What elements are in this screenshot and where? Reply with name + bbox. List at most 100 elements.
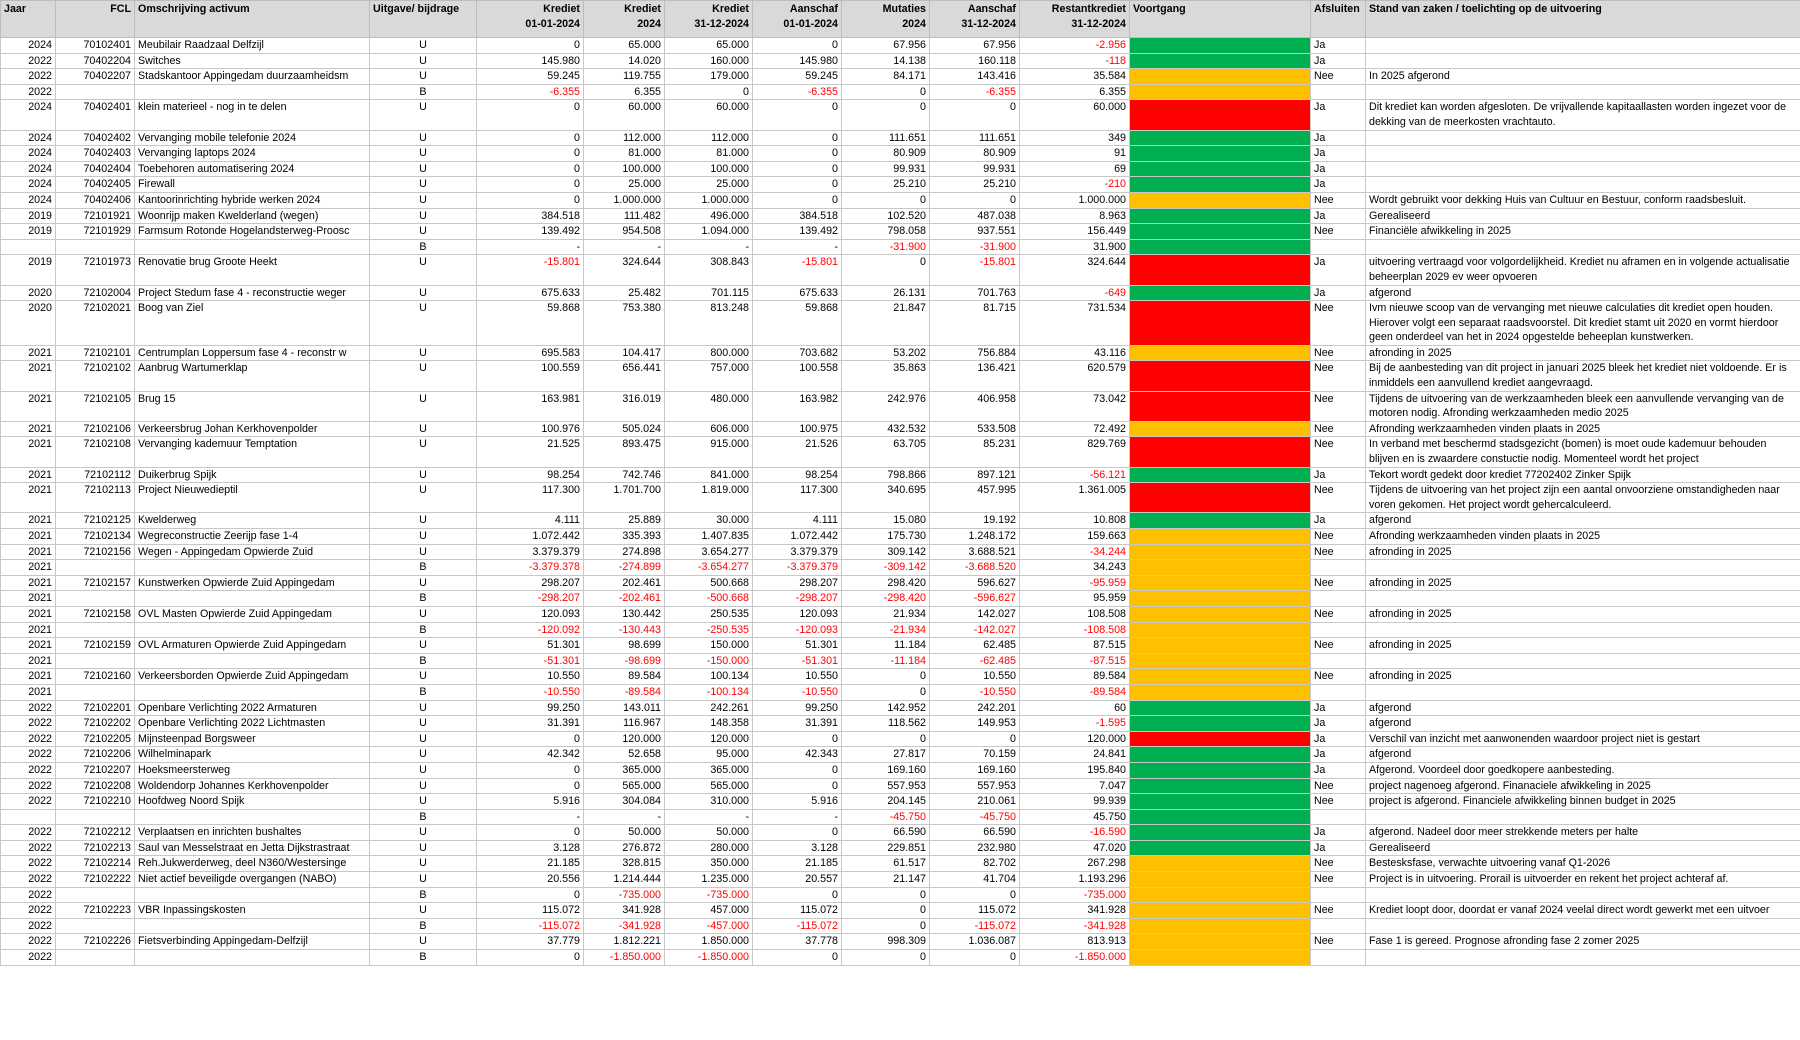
cell-aanschaf-begin[interactable]: - [752,808,842,826]
cell-fcl[interactable]: 70402405 [55,176,135,193]
cell-stand-van-zaken[interactable]: afgerond. Nadeel door meer strekkende me… [1365,824,1800,841]
cell-mutaties-2024[interactable]: 11.184 [841,637,930,654]
cell-uitgave-bijdrage[interactable]: B [369,917,477,935]
cell-aanschaf-eind[interactable]: 0 [929,949,1020,966]
cell-uitgave-bijdrage[interactable]: U [369,344,477,362]
cell-uitgave-bijdrage[interactable]: U [369,777,477,795]
cell-krediet-2024[interactable]: 1.000.000 [583,191,665,209]
cell-krediet-2024[interactable]: 25.482 [583,284,665,302]
cell-uitgave-bijdrage[interactable]: U [369,871,477,888]
cell-afsluiten[interactable]: Ja [1310,839,1366,857]
cell-uitgave-bijdrage[interactable]: U [369,746,477,763]
cell-uitgave-bijdrage[interactable]: U [369,855,477,873]
cell-krediet-begin[interactable]: -3.379.378 [476,559,584,576]
progress-status-green[interactable] [1129,777,1311,795]
cell-aanschaf-eind[interactable]: 66.590 [929,824,1020,841]
progress-status-green[interactable] [1129,145,1311,162]
cell-fcl[interactable]: 72102113 [55,482,135,514]
cell-jaar[interactable]: 2022 [0,902,56,919]
cell-jaar[interactable]: 2021 [0,528,56,545]
cell-aanschaf-eind[interactable]: 557.953 [929,777,1020,795]
cell-aanschaf-begin[interactable]: 10.550 [752,668,842,685]
cell-omschrijving[interactable]: Reh.Jukwerderweg, deel N360/Westersinge [134,855,370,873]
cell-krediet-eind[interactable]: 496.000 [664,207,753,225]
cell-omschrijving[interactable]: Stadskantoor Appingedam duurzaamheidsm [134,68,370,85]
cell-jaar[interactable]: 2022 [0,52,56,70]
cell-uitgave-bijdrage[interactable]: U [369,730,477,748]
cell-afsluiten[interactable]: Nee [1310,543,1366,561]
cell-uitgave-bijdrage[interactable]: U [369,300,477,346]
cell-mutaties-2024[interactable]: 298.420 [841,574,930,592]
cell-krediet-2024[interactable]: 112.000 [583,129,665,147]
cell-aanschaf-eind[interactable]: 70.159 [929,746,1020,763]
cell-jaar[interactable]: 2024 [0,160,56,178]
cell-fcl[interactable]: 72102021 [55,300,135,346]
cell-stand-van-zaken[interactable]: Tijdens de uitvoering van de werkzaamhed… [1365,390,1800,422]
progress-status-red[interactable] [1129,254,1311,286]
progress-status-green[interactable] [1129,824,1311,841]
cell-restantkrediet[interactable]: 45.750 [1019,808,1130,826]
cell-stand-van-zaken[interactable]: afgerond [1365,715,1800,732]
cell-krediet-2024[interactable]: 365.000 [583,761,665,779]
cell-krediet-2024[interactable]: 1.812.221 [583,933,665,951]
cell-stand-van-zaken[interactable]: afronding in 2025 [1365,668,1800,685]
cell-mutaties-2024[interactable]: 798.866 [841,466,930,484]
cell-mutaties-2024[interactable]: 102.520 [841,207,930,225]
cell-krediet-eind[interactable]: 457.000 [664,902,753,919]
cell-stand-van-zaken[interactable] [1365,559,1800,576]
cell-omschrijving[interactable]: VBR Inpassingskosten [134,902,370,919]
cell-krediet-eind[interactable]: 350.000 [664,855,753,873]
cell-mutaties-2024[interactable]: 99.931 [841,160,930,178]
cell-afsluiten[interactable] [1310,83,1366,101]
cell-omschrijving[interactable]: Renovatie brug Groote Heekt [134,254,370,286]
progress-status-orange[interactable] [1129,902,1311,919]
cell-jaar[interactable]: 2022 [0,886,56,904]
progress-status-orange[interactable] [1129,605,1311,623]
cell-restantkrediet[interactable]: 1.000.000 [1019,191,1130,209]
progress-status-red[interactable] [1129,730,1311,748]
cell-afsluiten[interactable]: Nee [1310,300,1366,346]
progress-status-red[interactable] [1129,436,1311,468]
cell-aanschaf-begin[interactable]: 20.557 [752,871,842,888]
cell-jaar[interactable] [0,808,56,826]
cell-fcl[interactable]: 72102101 [55,344,135,362]
cell-krediet-eind[interactable]: 606.000 [664,420,753,438]
cell-aanschaf-begin[interactable]: 0 [752,176,842,193]
cell-restantkrediet[interactable]: -735.000 [1019,886,1130,904]
cell-aanschaf-eind[interactable]: -3.688.520 [929,559,1020,576]
header-restantkrediet[interactable]: Restantkrediet 31-12-2024 [1019,0,1130,38]
cell-afsluiten[interactable]: Nee [1310,68,1366,85]
cell-jaar[interactable]: 2022 [0,824,56,841]
cell-restantkrediet[interactable]: 89.584 [1019,668,1130,685]
cell-stand-van-zaken[interactable] [1365,129,1800,147]
cell-jaar[interactable]: 2022 [0,746,56,763]
cell-krediet-begin[interactable]: 21.185 [476,855,584,873]
cell-aanschaf-eind[interactable]: 210.061 [929,793,1020,810]
cell-krediet-eind[interactable]: 148.358 [664,715,753,732]
cell-aanschaf-eind[interactable]: 406.958 [929,390,1020,422]
cell-restantkrediet[interactable]: -87.515 [1019,652,1130,670]
cell-afsluiten[interactable]: Nee [1310,668,1366,685]
cell-uitgave-bijdrage[interactable]: U [369,512,477,530]
cell-jaar[interactable]: 2022 [0,793,56,810]
cell-aanschaf-begin[interactable]: 5.916 [752,793,842,810]
cell-krediet-begin[interactable]: 51.301 [476,637,584,654]
cell-restantkrediet[interactable]: 47.020 [1019,839,1130,857]
cell-restantkrediet[interactable]: -16.590 [1019,824,1130,841]
cell-krediet-eind[interactable]: 160.000 [664,52,753,70]
header-krediet-eind[interactable]: Krediet 31-12-2024 [664,0,753,38]
cell-krediet-eind[interactable]: 1.407.835 [664,528,753,545]
cell-krediet-eind[interactable]: 25.000 [664,176,753,193]
cell-krediet-2024[interactable]: 98.699 [583,637,665,654]
cell-stand-van-zaken[interactable] [1365,652,1800,670]
cell-mutaties-2024[interactable]: 0 [841,191,930,209]
cell-krediet-begin[interactable]: 384.518 [476,207,584,225]
cell-krediet-2024[interactable]: 341.928 [583,902,665,919]
cell-krediet-begin[interactable]: 3.379.379 [476,543,584,561]
cell-jaar[interactable]: 2021 [0,512,56,530]
cell-uitgave-bijdrage[interactable]: B [369,238,477,256]
cell-restantkrediet[interactable]: 43.116 [1019,344,1130,362]
cell-krediet-begin[interactable]: 59.868 [476,300,584,346]
cell-fcl[interactable] [55,886,135,904]
cell-omschrijving[interactable]: Vervanging laptops 2024 [134,145,370,162]
